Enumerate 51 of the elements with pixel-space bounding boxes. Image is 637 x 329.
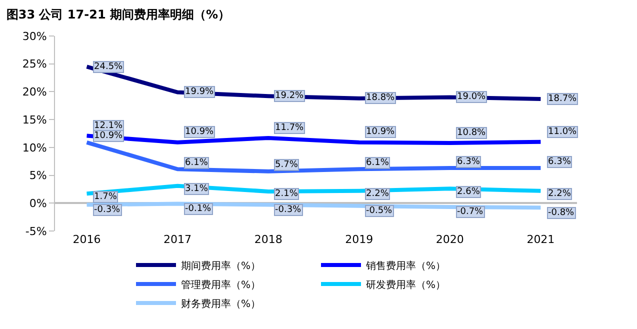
data-label: 1.7%	[94, 192, 118, 202]
legend-label: 研发费用率（%）	[366, 278, 446, 291]
data-label: -0.1%	[185, 204, 212, 214]
data-label: 5.7%	[275, 160, 298, 170]
x-tick-label: 2021	[526, 233, 555, 246]
chart-title: 图33 公司 17-21 期间费用率明细（%）	[6, 7, 230, 22]
legend-label: 管理费用率（%）	[181, 278, 261, 291]
y-tick-label: 0%	[29, 196, 47, 210]
data-label: 10.9%	[94, 131, 124, 141]
data-label: 24.5%	[94, 62, 124, 72]
legend-label: 财务费用率（%）	[181, 298, 261, 310]
y-tick-label: 30%	[22, 30, 47, 43]
data-label: 19.9%	[185, 87, 214, 97]
data-label: 10.8%	[457, 128, 486, 138]
data-label: 2.2%	[366, 189, 390, 199]
data-label: 10.9%	[366, 127, 396, 137]
data-label: -0.7%	[457, 207, 484, 217]
y-tick-label: 10%	[22, 141, 47, 154]
legend-label: 销售费用率（%）	[365, 260, 446, 272]
data-label: 6.1%	[185, 158, 208, 168]
y-tick-label: 20%	[22, 86, 47, 99]
data-label: 18.7%	[548, 94, 578, 104]
data-label: -0.3%	[275, 205, 302, 215]
data-label: 2.6%	[457, 187, 480, 197]
x-tick-label: 2019	[345, 233, 374, 246]
data-label: 6.3%	[457, 157, 480, 167]
data-label: 6.3%	[548, 157, 572, 167]
data-label: 2.2%	[548, 189, 572, 199]
x-tick-label: 2020	[436, 233, 464, 246]
data-label: 3.1%	[185, 184, 208, 194]
data-label: 12.1%	[94, 121, 124, 131]
y-tick-label: 5%	[29, 169, 47, 182]
line-series	[84, 140, 543, 174]
data-label: -0.8%	[548, 208, 575, 218]
data-label: 18.8%	[366, 93, 396, 103]
data-label: 19.0%	[457, 92, 486, 102]
data-label: 10.9%	[185, 127, 214, 137]
y-tick-label: 25%	[22, 58, 47, 71]
x-tick-label: 2017	[164, 233, 192, 246]
data-label: -0.5%	[366, 206, 393, 216]
data-label: 11.0%	[548, 127, 578, 137]
y-tick-label: -5%	[25, 224, 47, 238]
legend-label: 期间费用率（%）	[181, 260, 261, 272]
data-label: 11.7%	[275, 123, 304, 133]
data-label: 2.1%	[275, 189, 298, 199]
data-label: 19.2%	[275, 91, 304, 101]
x-tick-label: 2016	[72, 233, 101, 246]
data-label: 6.1%	[366, 158, 390, 168]
x-tick-label: 2018	[254, 233, 282, 246]
y-tick-label: 15%	[22, 113, 47, 126]
data-label: -0.3%	[94, 205, 121, 215]
